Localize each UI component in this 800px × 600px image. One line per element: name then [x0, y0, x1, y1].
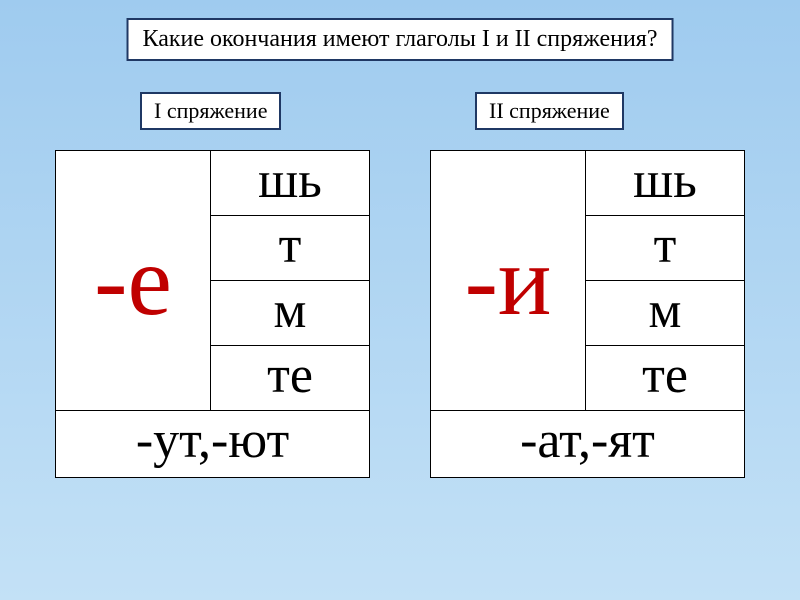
ending-cell: м [210, 281, 370, 346]
stem-cell-1: -е [55, 150, 210, 411]
plural-ending-2: -ат,-ят [430, 411, 745, 478]
ending-cell: т [210, 216, 370, 281]
ending-cell: шь [210, 150, 370, 216]
ending-cell: те [585, 346, 745, 411]
conjugation-2-table: -и шь т м те -ат,-ят [430, 150, 745, 478]
ending-cell: т [585, 216, 745, 281]
question-title: Какие окончания имеют глаголы I и II спр… [127, 18, 674, 61]
conjugation-1-label: I спряжение [140, 92, 281, 130]
plural-ending-1: -ут,-ют [55, 411, 370, 478]
ending-cell: м [585, 281, 745, 346]
ending-cell: те [210, 346, 370, 411]
stem-cell-2: -и [430, 150, 585, 411]
ending-cell: шь [585, 150, 745, 216]
conjugation-1-table: -е шь т м те -ут,-ют [55, 150, 370, 478]
stem-text-1: -е [94, 231, 172, 331]
conjugation-2-label: II спряжение [475, 92, 624, 130]
stem-text-2: -и [465, 231, 552, 331]
